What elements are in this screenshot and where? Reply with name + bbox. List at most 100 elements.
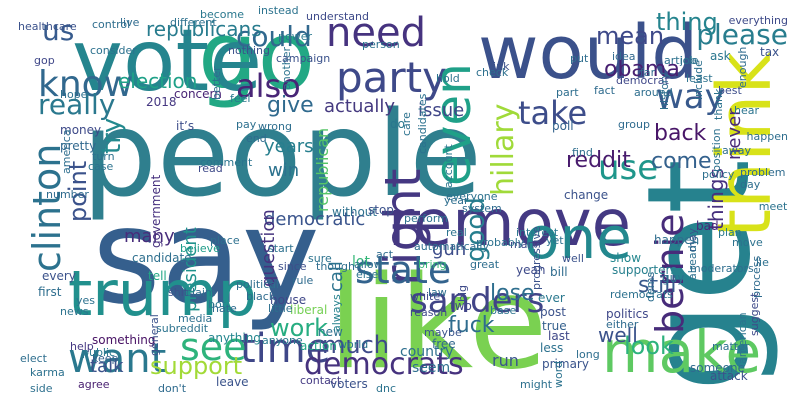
word-mean: mean xyxy=(596,22,664,50)
word-plan: plan xyxy=(718,226,742,239)
word-stop: stop xyxy=(368,203,394,217)
word-become: become xyxy=(200,8,244,21)
word-happen: happen xyxy=(747,130,788,143)
word-leave: leave xyxy=(216,375,249,389)
word-support: support xyxy=(150,352,242,380)
word-anything: anything xyxy=(208,331,261,345)
word-dems: dems xyxy=(644,272,657,302)
word-end: end xyxy=(246,132,267,145)
word-reason: reason xyxy=(410,306,447,319)
word-fact: fact xyxy=(594,84,616,97)
word-thank: thank xyxy=(712,88,725,120)
word-remove: remove xyxy=(388,187,631,261)
word-claim: claim xyxy=(186,286,216,299)
word-man: man xyxy=(510,238,534,251)
word-president: president xyxy=(180,227,201,312)
word-elect: elect xyxy=(20,352,48,365)
word-america: america xyxy=(60,129,73,174)
word-true: true xyxy=(542,319,567,333)
word-process: process xyxy=(750,255,763,298)
word-first: first xyxy=(38,285,62,299)
word-person: person xyxy=(362,38,400,51)
word-problem: problem xyxy=(740,166,786,179)
word-lose: lose xyxy=(490,281,535,306)
word-gun: gun xyxy=(432,239,466,260)
word-last: last xyxy=(548,329,570,343)
word-poll: poll xyxy=(552,119,574,133)
word-want: want xyxy=(68,336,166,382)
word-pretty: pretty xyxy=(60,139,96,153)
word-need: need xyxy=(326,10,426,56)
word-hope: hope xyxy=(60,88,88,101)
word-karma: karma xyxy=(30,366,65,379)
word-tax: tax xyxy=(760,45,779,59)
word-act: act xyxy=(376,248,394,261)
word-else: else xyxy=(356,268,379,281)
word-never: never xyxy=(724,108,745,160)
word-lie: lie xyxy=(756,256,769,269)
word-back: back xyxy=(654,121,707,146)
word-rdemocrats: rdemocrats xyxy=(610,288,673,301)
word-years: years xyxy=(264,136,314,157)
word-yes: yes xyxy=(76,294,95,307)
word-people: people xyxy=(82,85,482,223)
word-one: one xyxy=(524,204,632,272)
word-always: always xyxy=(330,294,343,332)
word-well: well xyxy=(562,252,584,265)
word-pay: pay xyxy=(236,118,257,131)
word-like: like xyxy=(328,249,547,398)
word-believe: believe xyxy=(180,242,220,255)
word-reddit: reddit xyxy=(566,148,631,173)
word-money: money xyxy=(60,123,101,137)
word-call: call xyxy=(326,261,347,292)
word-suggest: suggest xyxy=(748,292,761,336)
word-probably: probably xyxy=(476,236,525,249)
word-two: two xyxy=(450,299,472,313)
word-could: could xyxy=(236,20,312,53)
word-question: question xyxy=(258,209,279,287)
word-point: point xyxy=(64,161,92,222)
word-law: law xyxy=(428,286,447,299)
word-best: best xyxy=(718,84,742,97)
word-hate: hate xyxy=(212,302,237,315)
word-free: free xyxy=(432,337,456,351)
word-do: do xyxy=(390,117,405,131)
word-help: help xyxy=(70,340,94,353)
word-much: much xyxy=(322,331,389,359)
word-state: state xyxy=(355,248,451,292)
word-concern: concern xyxy=(174,87,222,101)
word-government: government xyxy=(149,175,163,248)
word-action: action xyxy=(300,339,337,353)
word-primary: primary xyxy=(542,357,589,371)
word-dnc: dnc xyxy=(376,382,396,395)
word-every: every xyxy=(42,269,76,283)
word-politics: politics xyxy=(606,307,649,321)
word-case: case xyxy=(88,160,114,173)
word-might: might xyxy=(520,378,553,391)
word-everyone: everyone xyxy=(446,190,498,203)
word-since: since xyxy=(278,260,307,273)
word-think: think xyxy=(702,52,788,238)
word-house: house xyxy=(270,293,306,307)
word-sure: sure xyxy=(308,252,332,265)
word-republican: republican xyxy=(313,128,332,212)
word-democratic: democratic xyxy=(264,209,365,230)
word-far: far xyxy=(640,66,656,79)
word-show: show xyxy=(610,251,641,265)
word-yeah: yeah xyxy=(516,263,545,277)
word-it-s: it’s xyxy=(176,119,194,133)
word-election: election xyxy=(118,69,197,93)
word-lot: lot xyxy=(352,254,370,270)
word-already: already xyxy=(686,238,699,280)
word-everything: everything xyxy=(729,14,788,27)
word-run: run xyxy=(492,351,519,370)
word-public: public xyxy=(82,346,115,359)
word-vote: vote xyxy=(72,11,262,111)
word-thing: thing xyxy=(656,8,718,36)
word-long: long xyxy=(576,348,600,361)
word-perform: perform xyxy=(404,212,448,225)
word-supporters: supporters xyxy=(612,263,677,277)
word-interest: interest xyxy=(516,226,559,239)
word-look: look xyxy=(624,332,674,360)
